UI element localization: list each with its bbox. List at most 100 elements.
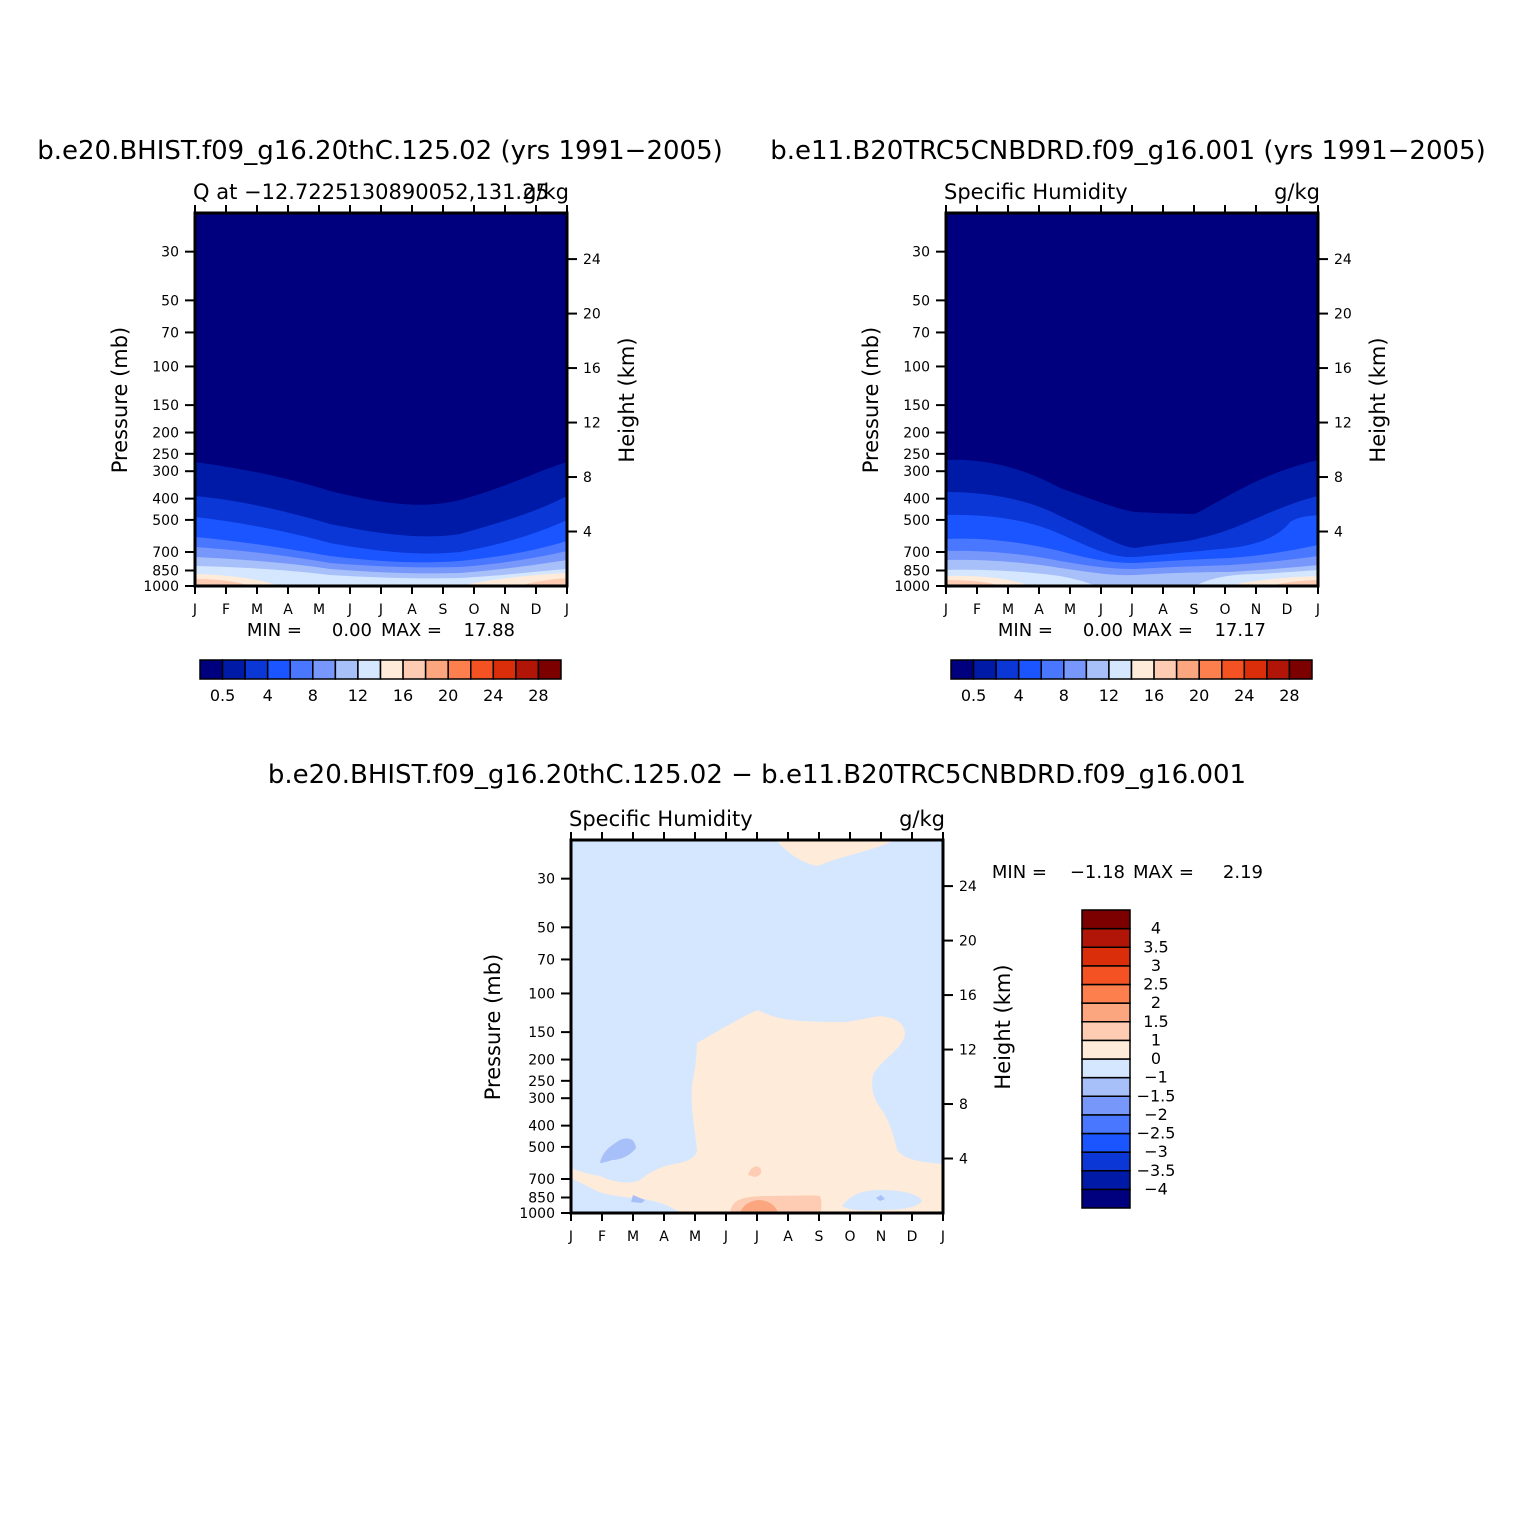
contour-level-pos bbox=[571, 1010, 943, 1213]
x-tick-label: F bbox=[222, 602, 230, 618]
y-tick-label: 100 bbox=[903, 359, 930, 375]
x-tick-label: J bbox=[1315, 602, 1320, 618]
colorbar-label: 12 bbox=[348, 686, 368, 705]
colorbar-label: 0.5 bbox=[961, 686, 986, 705]
y2-tick-label: 16 bbox=[1334, 361, 1352, 377]
colorbar-swatch bbox=[402, 659, 427, 680]
colorbar-label: 20 bbox=[1189, 686, 1209, 705]
colorbar-label: −3 bbox=[1144, 1142, 1168, 1161]
y-tick-label: 700 bbox=[903, 545, 930, 561]
y-axis-label: Pressure (mb) bbox=[481, 954, 505, 1101]
x-tick-label: J bbox=[564, 602, 569, 618]
colorbar-swatch bbox=[492, 659, 517, 680]
y2-tick-label: 4 bbox=[959, 1152, 968, 1168]
colorbar-label: 2.5 bbox=[1143, 975, 1168, 994]
colorbar-label: 12 bbox=[1099, 686, 1119, 705]
x-tick-label: N bbox=[500, 602, 510, 618]
colorbar-swatch bbox=[1288, 659, 1313, 680]
y2-tick-label: 12 bbox=[959, 1043, 977, 1059]
colorbar-swatch bbox=[1081, 1076, 1131, 1097]
y-tick-label: 850 bbox=[528, 1191, 555, 1207]
y-tick-label: 150 bbox=[152, 398, 179, 414]
x-tick-label: O bbox=[844, 1229, 855, 1245]
colorbar-swatch bbox=[424, 659, 449, 680]
colorbar-swatch bbox=[1243, 659, 1268, 680]
y2-tick-label: 24 bbox=[583, 252, 601, 268]
x-tick-label: N bbox=[876, 1229, 886, 1245]
min-value: 0.00 bbox=[1083, 620, 1123, 641]
colorbar-label: 20 bbox=[438, 686, 458, 705]
y-tick-label: 100 bbox=[528, 986, 555, 1002]
y-tick-label: 300 bbox=[903, 464, 930, 480]
colorbar-label: 3.5 bbox=[1143, 937, 1168, 956]
y-tick-label: 250 bbox=[152, 447, 179, 463]
x-tick-label: S bbox=[439, 602, 448, 618]
colorbar-swatch bbox=[1221, 659, 1246, 680]
contour-level-neg2-patch bbox=[631, 1195, 645, 1203]
colorbar-label: −2 bbox=[1144, 1105, 1168, 1124]
colorbar: 0.5 4 8 12 16 20 24 28 bbox=[950, 659, 1313, 705]
y-tick-label: 250 bbox=[903, 447, 930, 463]
colorbar-swatch bbox=[379, 659, 404, 680]
x-tick-label: A bbox=[407, 602, 417, 618]
x-tick-label: J bbox=[1098, 602, 1103, 618]
y-tick-label: 300 bbox=[528, 1091, 555, 1107]
contour-level-7 bbox=[195, 566, 567, 586]
colorbar-label: 28 bbox=[1279, 686, 1299, 705]
y2-tick-label: 20 bbox=[1334, 307, 1352, 323]
colorbar-swatch bbox=[266, 659, 291, 680]
y-tick-label: 200 bbox=[528, 1053, 555, 1069]
panel-title: b.e11.B20TRC5CNBDRD.f09_g16.001 (yrs 199… bbox=[770, 136, 1485, 166]
y2-tick-label: 4 bbox=[583, 525, 592, 541]
y-tick-label: 30 bbox=[912, 245, 930, 261]
colorbar-swatch bbox=[357, 659, 382, 680]
colorbar-swatch bbox=[1081, 1095, 1131, 1116]
x-tick-label: A bbox=[283, 602, 293, 618]
y-tick-label: 150 bbox=[528, 1025, 555, 1041]
min-value: −1.18 bbox=[1070, 862, 1125, 883]
contour-level-neg2 bbox=[600, 1138, 636, 1163]
min-label: MIN = bbox=[998, 620, 1053, 641]
x-tick-label: M bbox=[1064, 602, 1076, 618]
y-tick-label: 70 bbox=[912, 325, 930, 341]
y2-tick-label: 24 bbox=[1334, 252, 1352, 268]
y2-axis-label: Height (km) bbox=[615, 337, 639, 462]
colorbar-label: 4 bbox=[1014, 686, 1024, 705]
colorbar-swatch bbox=[199, 659, 224, 680]
y-tick-label: 850 bbox=[903, 564, 930, 580]
colorbar-swatch bbox=[447, 659, 472, 680]
colorbar-label: 0.5 bbox=[210, 686, 235, 705]
colorbar-label: −3.5 bbox=[1137, 1161, 1176, 1180]
units-string: g/kg bbox=[899, 807, 945, 831]
min-label: MIN = bbox=[247, 620, 302, 641]
max-value: 17.88 bbox=[463, 620, 515, 641]
y-tick-label: 150 bbox=[903, 398, 930, 414]
y-tick-label: 200 bbox=[903, 426, 930, 442]
colorbar-swatch bbox=[1175, 659, 1200, 680]
colorbar-swatch bbox=[950, 659, 975, 680]
colorbar-label: −2.5 bbox=[1137, 1124, 1176, 1143]
y-tick-label: 400 bbox=[903, 492, 930, 508]
y-tick-label: 400 bbox=[528, 1119, 555, 1135]
x-tick-label: A bbox=[783, 1229, 793, 1245]
y2-tick-label: 8 bbox=[959, 1097, 968, 1113]
colorbar-label: 3 bbox=[1151, 956, 1161, 975]
colorbar-swatch bbox=[1081, 1039, 1131, 1060]
y2-tick-label: 12 bbox=[1334, 416, 1352, 432]
left-string: Q at −12.7225130890052,131.25 bbox=[193, 180, 549, 204]
colorbar-swatch bbox=[1081, 1188, 1131, 1209]
y-tick-label: 250 bbox=[528, 1074, 555, 1090]
colorbar-swatch bbox=[972, 659, 997, 680]
y-tick-label: 50 bbox=[912, 293, 930, 309]
y2-axis-label: Height (km) bbox=[991, 964, 1015, 1089]
contour-field bbox=[946, 213, 1318, 586]
colorbar-label: 16 bbox=[393, 686, 413, 705]
colorbar-swatch bbox=[537, 659, 562, 680]
y2-tick-label: 20 bbox=[583, 307, 601, 323]
y-tick-label: 700 bbox=[152, 545, 179, 561]
x-tick-label: J bbox=[378, 602, 383, 618]
min-label: MIN = bbox=[992, 862, 1047, 883]
